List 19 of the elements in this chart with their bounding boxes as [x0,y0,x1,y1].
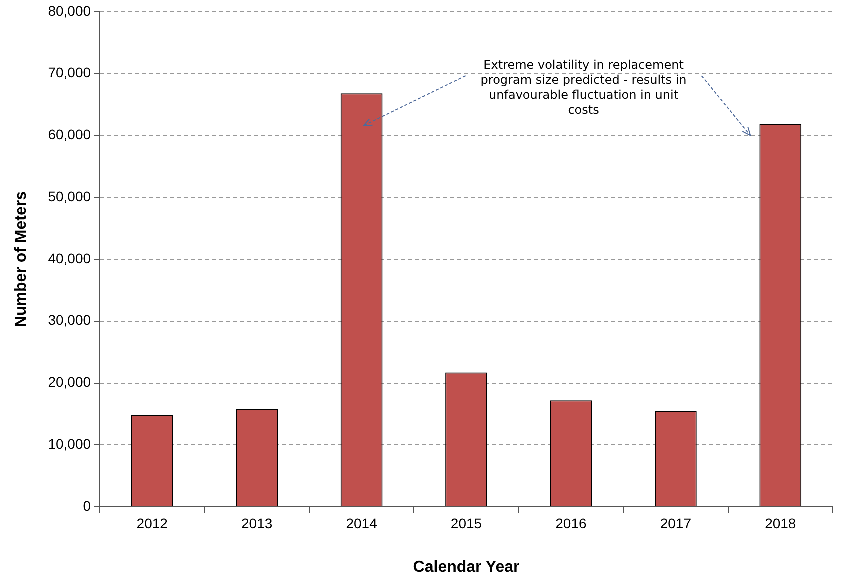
x-tick-label: 2016 [556,515,587,532]
annotation: Extreme volatility in replacement program size predicted - results in unfavourable fluctuation in unit costs [480,58,687,118]
y-tick-label: 60,000 [48,126,92,143]
x-tick-label: 2018 [765,515,796,532]
x-tick-label: 2013 [242,515,273,532]
y-tick-label: 20,000 [48,374,92,390]
y-tick-label: 0 [83,498,92,514]
x-tick-label: 2012 [136,515,168,532]
y-tick-label: 10,000 [48,436,92,452]
y-tick-label: 80,000 [48,2,92,19]
y-tick-label: 30,000 [48,312,92,328]
x-tick-label: 2015 [450,515,482,532]
x-tick-label: 2014 [346,515,378,532]
y-axis-title: Number of Meters [13,191,30,328]
x-tick-label: 2017 [660,515,692,532]
x-axis-title: Calendar Year [413,558,520,576]
y-tick-label: 70,000 [48,64,92,81]
y-tick-label: 40,000 [48,250,92,266]
y-tick-label: 50,000 [48,188,92,204]
